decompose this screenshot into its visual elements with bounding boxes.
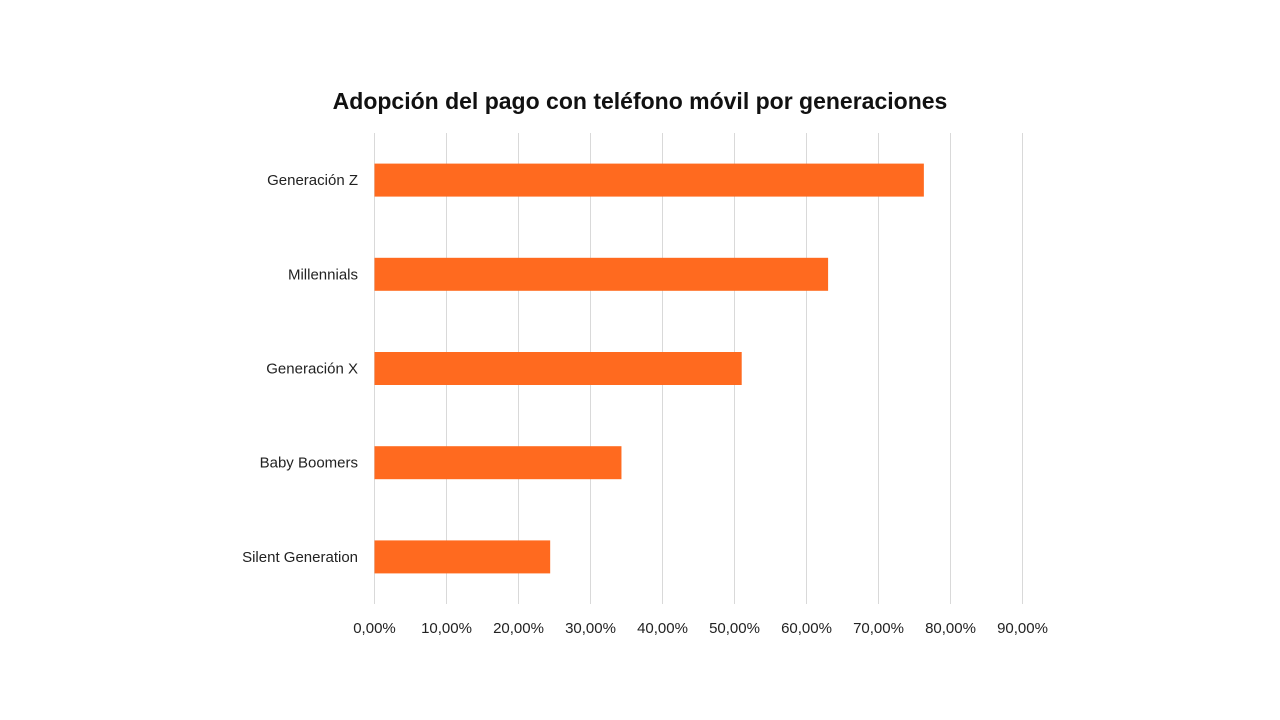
bar-2 xyxy=(374,352,742,385)
bar-4 xyxy=(374,540,551,574)
x-tick-label-3: 30,00% xyxy=(565,620,616,637)
category-label-4: Silent Generation xyxy=(242,549,358,566)
category-labels: Generación Z Millennials Generación X Baby … xyxy=(242,172,358,566)
bar-1 xyxy=(374,257,829,291)
x-tick-label-9: 90,00% xyxy=(997,620,1048,637)
bar-0 xyxy=(374,163,924,197)
category-label-2: Generación X xyxy=(266,361,358,378)
bars xyxy=(374,163,924,574)
x-tick-label-1: 10,00% xyxy=(421,620,472,637)
bar-3 xyxy=(374,446,622,480)
x-tick-label-8: 80,00% xyxy=(925,620,976,637)
category-label-1: Millennials xyxy=(288,266,358,283)
x-tick-label-2: 20,00% xyxy=(493,620,544,637)
x-tick-label-4: 40,00% xyxy=(637,620,688,637)
x-tick-label-5: 50,00% xyxy=(709,620,760,637)
category-label-0: Generación Z xyxy=(267,172,358,189)
x-tick-label-6: 60,00% xyxy=(781,620,832,637)
x-tick-label-0: 0,00% xyxy=(353,620,396,637)
chart-title: Adopción del pago con teléfono móvil por… xyxy=(332,88,948,114)
x-axis-tick-labels: 0,00% 10,00% 20,00% 30,00% 40,00% 50,00% 60,00… xyxy=(353,620,1048,637)
category-label-3: Baby Boomers xyxy=(260,455,358,472)
x-tick-label-7: 70,00% xyxy=(853,620,904,637)
